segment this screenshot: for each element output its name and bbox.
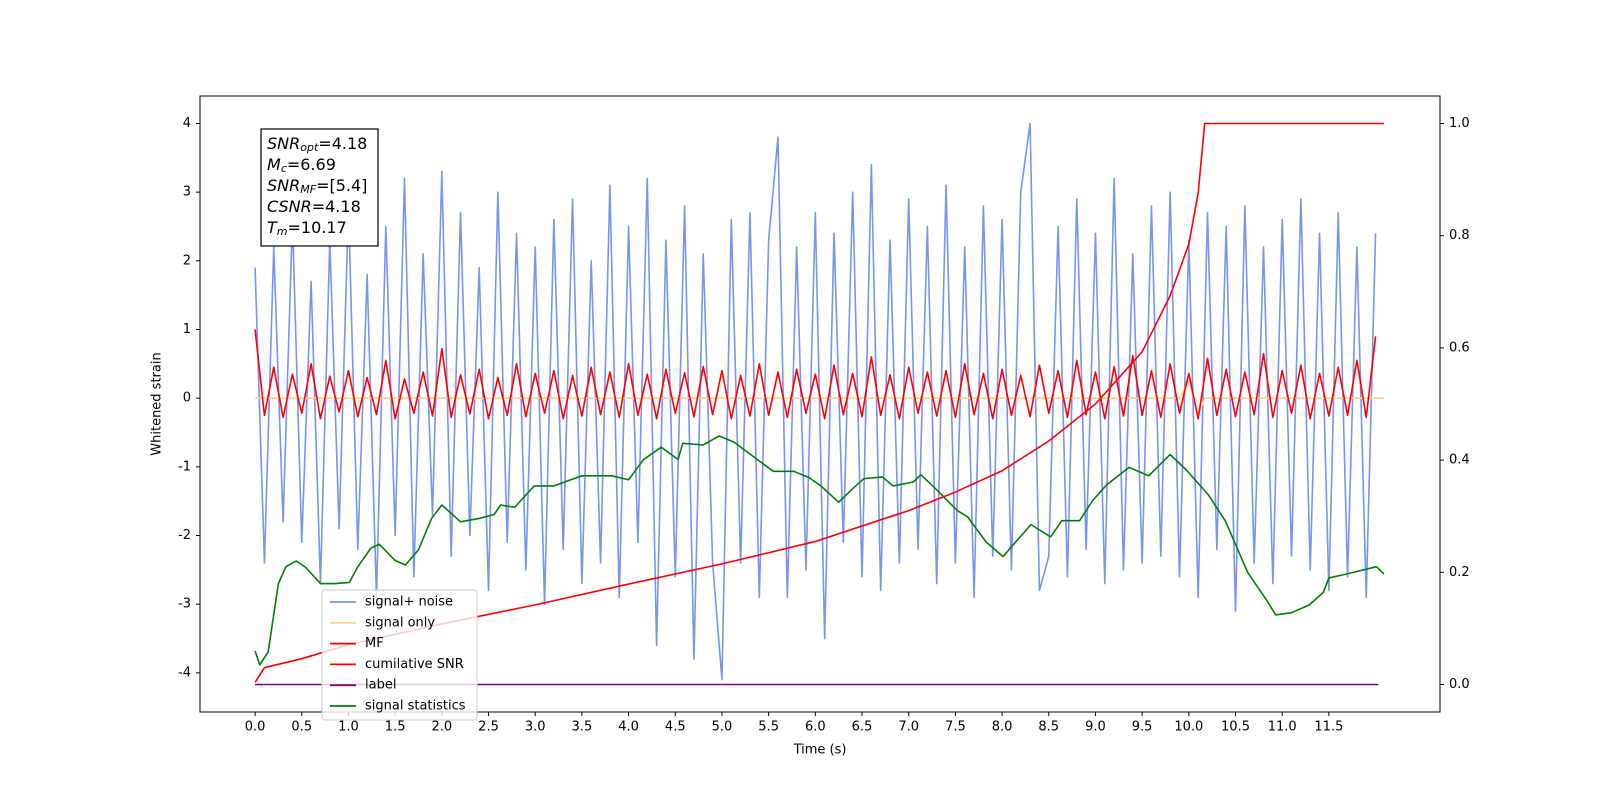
annotation: SNRopt=4.18Mc=6.69SNRMF=[5.4]CSNR=4.18Tm… [260,128,379,247]
legend-label: MF [365,636,384,651]
y2-tick-label: 0.8 [1449,228,1470,243]
series-line [254,435,1385,666]
x-tick-label: 1.5 [385,720,406,735]
y2-tick-label: 0.6 [1449,340,1470,355]
annotation-sub: opt [300,141,319,154]
y2-tick-label: 0.4 [1449,453,1470,468]
annotation-line: Tm=10.17 [267,218,347,239]
series-line [254,329,1377,420]
x-tick-label: 11.5 [1314,720,1343,735]
x-tick-label: 6.5 [852,720,873,735]
x-tick-label: 8.0 [992,720,1013,735]
x-tick-label: 0.5 [291,720,312,735]
y2-tick-label: 0.0 [1449,677,1470,692]
annotation-name: T [267,218,278,237]
y-tick-label: -4 [178,665,191,680]
y-tick-label: -3 [178,597,191,612]
y-axis-label: Whitened strain [150,352,165,455]
y-tick-label: -1 [178,459,191,474]
annotation-name: M [267,155,281,174]
annotation-name: SNR [267,134,300,153]
annotation-sub: m [277,225,288,238]
legend-label: signal only [365,615,435,630]
x-tick-label: 5.5 [758,720,779,735]
y-tick-label: 3 [183,185,191,200]
annotation-text: =[5.4] [316,176,367,195]
annotation-text: =4.18 [312,197,361,216]
x-tick-label: 2.5 [478,720,499,735]
y-tick-label: 0 [183,391,191,406]
legend: signal+ noise signal only MF cumilative SNR… [321,589,478,721]
x-tick-label: 0.0 [245,720,266,735]
annotation-sub: MF [300,183,316,196]
x-tick-label: 9.0 [1085,720,1106,735]
x-tick-label: 9.5 [1132,720,1153,735]
annotation-line: SNRMF=[5.4] [267,176,367,197]
legend-label: cumilative SNR [365,657,464,672]
legend-label: signal+ noise [365,595,453,610]
annotation-text: =6.69 [287,155,336,174]
annotation-text: =10.17 [288,218,347,237]
y-tick-label: -2 [178,528,191,543]
x-tick-label: 7.0 [898,720,919,735]
x-tick-label: 11.0 [1268,720,1297,735]
x-tick-label: 1.0 [338,720,359,735]
annotation-name: SNR [267,176,300,195]
annotation-line: Mc=6.69 [267,155,336,176]
x-tick-label: 3.5 [572,720,593,735]
x-tick-label: 5.0 [712,720,733,735]
annotation-sub: c [281,162,287,175]
plot-frame [199,95,1441,713]
annotation-name: CSNR [267,197,312,216]
x-tick-label: 4.0 [618,720,639,735]
x-tick-label: 4.5 [665,720,686,735]
y-tick-label: 4 [183,116,191,131]
y2-tick-label: 0.2 [1449,565,1470,580]
annotation-line: CSNR=4.18 [267,197,361,216]
y-tick-label: 2 [183,253,191,268]
x-tick-label: 10.5 [1221,720,1250,735]
y-tick-label: 1 [183,322,191,337]
x-tick-label: 2.0 [431,720,452,735]
x-tick-label: 6.0 [805,720,826,735]
y2-tick-label: 1.0 [1449,116,1470,131]
x-tick-label: 8.5 [1038,720,1059,735]
x-axis-label: Time (s) [793,743,847,758]
annotation-text: =4.18 [318,134,367,153]
x-tick-label: 3.0 [525,720,546,735]
x-tick-label: 7.5 [945,720,966,735]
legend-label: label [365,678,396,693]
legend-box [321,589,478,721]
annotation-line: SNRopt=4.18 [267,134,367,155]
legend-label: signal statistics [365,699,466,714]
x-tick-label: 10.0 [1174,720,1203,735]
annotation-box [260,128,379,247]
